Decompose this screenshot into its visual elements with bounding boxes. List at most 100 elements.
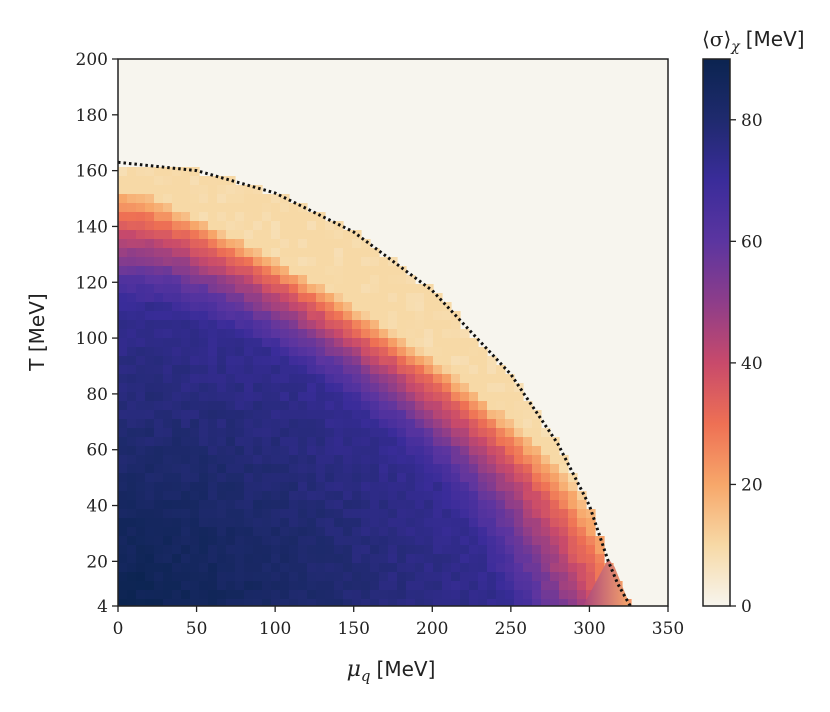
field-cell (172, 428, 182, 438)
field-cell (172, 446, 182, 456)
field-cell (316, 320, 326, 330)
field-cell (298, 428, 308, 438)
field-cell (118, 194, 128, 204)
field-cell (217, 221, 227, 231)
field-cell (145, 257, 155, 267)
field-cell (136, 509, 146, 519)
field-cell (451, 365, 461, 375)
field-cell (280, 536, 290, 546)
field-cell (424, 545, 434, 555)
field-cell (487, 563, 497, 573)
field-cell (424, 527, 434, 537)
field-cell (379, 365, 389, 375)
field-cell (172, 248, 182, 258)
field-cell (469, 401, 479, 411)
field-cell (415, 311, 425, 321)
field-cell (406, 554, 416, 564)
field-cell (118, 545, 128, 555)
field-cell (406, 446, 416, 456)
field-cell (208, 590, 218, 600)
field-cell (433, 563, 443, 573)
field-cell (244, 212, 254, 222)
field-cell (568, 554, 578, 564)
field-cell (325, 239, 335, 249)
field-cell (334, 266, 344, 276)
field-cell (370, 293, 380, 303)
field-cell (406, 356, 416, 366)
field-cell (325, 491, 335, 501)
field-cell (316, 239, 326, 249)
field-cell (343, 257, 353, 267)
field-cell (235, 518, 245, 528)
field-cell (217, 536, 227, 546)
field-cell (235, 293, 245, 303)
field-cell (289, 212, 299, 222)
field-cell (289, 338, 299, 348)
field-cell (298, 410, 308, 420)
field-cell (478, 410, 488, 420)
field-cell (424, 590, 434, 600)
field-cell (118, 212, 128, 222)
field-cell (397, 410, 407, 420)
field-cell (127, 230, 137, 240)
field-cell (541, 455, 551, 465)
field-cell (388, 563, 398, 573)
field-cell (235, 239, 245, 249)
field-cell (298, 230, 308, 240)
field-cell (388, 374, 398, 384)
field-cell (154, 527, 164, 537)
field-cell (334, 275, 344, 285)
field-cell (433, 374, 443, 384)
field-cell (442, 347, 452, 357)
field-cell (163, 545, 173, 555)
field-cell (136, 176, 146, 186)
field-cell (235, 185, 245, 195)
field-cell (370, 257, 380, 267)
field-cell (244, 266, 254, 276)
field-cell (199, 392, 209, 402)
field-cell (163, 554, 173, 564)
field-cell (190, 266, 200, 276)
field-cell (244, 563, 254, 573)
field-cell (442, 599, 452, 606)
field-cell (415, 527, 425, 537)
field-cell (460, 491, 470, 501)
field-cell (415, 392, 425, 402)
field-cell (226, 203, 236, 213)
field-cell (424, 500, 434, 510)
field-cell (154, 500, 164, 510)
field-cell (550, 581, 560, 591)
field-cell (505, 563, 515, 573)
field-cell (145, 248, 155, 258)
field-cell (253, 401, 263, 411)
field-cell (298, 401, 308, 411)
field-cell (550, 500, 560, 510)
field-cell (397, 455, 407, 465)
field-cell (460, 473, 470, 483)
field-cell (298, 518, 308, 528)
field-cell (586, 527, 596, 537)
field-cell (280, 446, 290, 456)
field-cell (217, 518, 227, 528)
field-cell (424, 293, 434, 303)
field-cell (199, 527, 209, 537)
field-cell (505, 536, 515, 546)
field-cell (235, 446, 245, 456)
field-cell (505, 491, 515, 501)
field-cell (280, 266, 290, 276)
field-cell (235, 491, 245, 501)
field-cell (235, 419, 245, 429)
field-cell (145, 410, 155, 420)
field-cell (397, 284, 407, 294)
field-cell (226, 392, 236, 402)
field-cell (307, 266, 317, 276)
field-cell (172, 275, 182, 285)
field-cell (370, 599, 380, 606)
field-cell (370, 581, 380, 591)
field-cell (541, 428, 551, 438)
field-cell (406, 464, 416, 474)
field-cell (424, 383, 434, 393)
field-cell (226, 239, 236, 249)
field-cell (289, 545, 299, 555)
field-cell (181, 239, 191, 249)
